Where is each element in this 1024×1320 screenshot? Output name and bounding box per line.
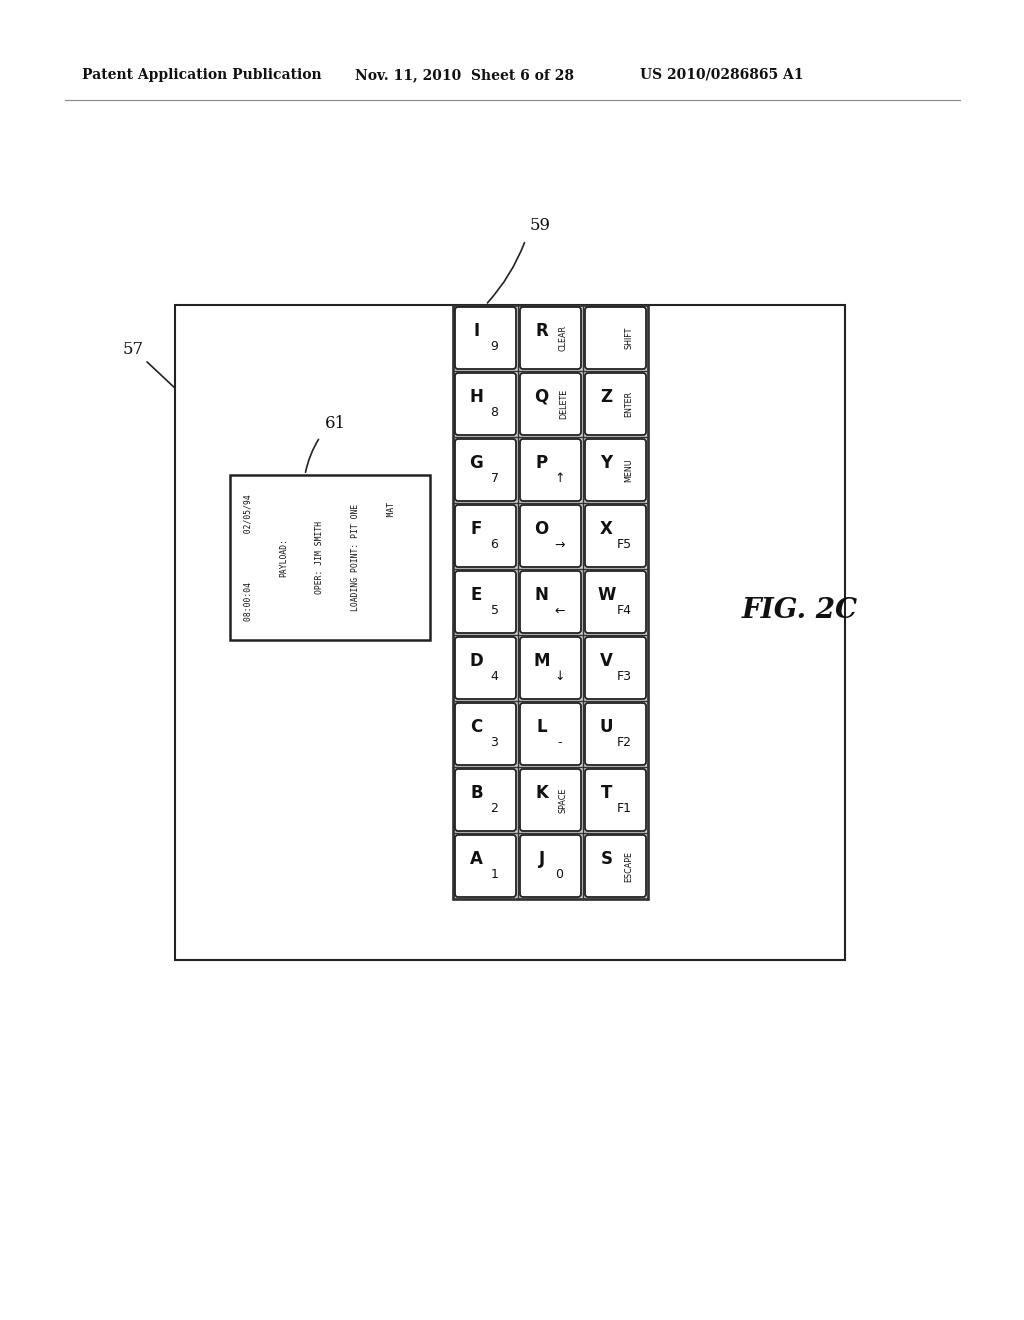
Text: O: O <box>535 520 549 539</box>
FancyBboxPatch shape <box>585 572 646 634</box>
Text: MAT: MAT <box>387 502 396 614</box>
FancyBboxPatch shape <box>520 770 581 832</box>
Text: SHIFT: SHIFT <box>624 327 633 350</box>
Text: 59: 59 <box>530 216 551 234</box>
Text: G: G <box>470 454 483 473</box>
Text: P: P <box>536 454 548 473</box>
FancyBboxPatch shape <box>455 572 516 634</box>
Text: ESCAPE: ESCAPE <box>624 850 633 882</box>
Text: ENTER: ENTER <box>624 391 633 417</box>
FancyBboxPatch shape <box>520 308 581 370</box>
Text: 6: 6 <box>490 539 499 552</box>
Text: -: - <box>557 737 562 750</box>
Text: F3: F3 <box>617 671 632 684</box>
Text: E: E <box>471 586 482 605</box>
Text: I: I <box>473 322 479 341</box>
Text: 1: 1 <box>490 869 499 882</box>
Bar <box>230 475 430 640</box>
Text: SPACE: SPACE <box>559 787 568 813</box>
Text: ←: ← <box>554 605 565 618</box>
Text: LOADING POINT: PIT ONE: LOADING POINT: PIT ONE <box>351 504 360 611</box>
FancyBboxPatch shape <box>455 374 516 436</box>
Text: ↑: ↑ <box>554 473 565 486</box>
Text: F5: F5 <box>616 539 632 552</box>
Text: 5: 5 <box>490 605 499 618</box>
FancyBboxPatch shape <box>520 638 581 700</box>
Text: PAYLOAD:: PAYLOAD: <box>280 539 289 577</box>
Text: 57: 57 <box>123 341 143 358</box>
FancyBboxPatch shape <box>585 308 646 370</box>
FancyBboxPatch shape <box>520 440 581 502</box>
Text: F4: F4 <box>617 605 632 618</box>
Text: D: D <box>470 652 483 671</box>
FancyBboxPatch shape <box>455 836 516 898</box>
FancyBboxPatch shape <box>520 506 581 568</box>
Text: 4: 4 <box>490 671 499 684</box>
Bar <box>175 305 845 960</box>
Text: Q: Q <box>535 388 549 407</box>
Text: 0: 0 <box>555 869 563 882</box>
Text: OPER: JIM SMITH: OPER: JIM SMITH <box>315 521 325 594</box>
FancyBboxPatch shape <box>520 374 581 436</box>
FancyBboxPatch shape <box>585 440 646 502</box>
Text: ↓: ↓ <box>554 671 565 684</box>
Text: H: H <box>470 388 483 407</box>
Text: US 2010/0286865 A1: US 2010/0286865 A1 <box>640 69 804 82</box>
FancyBboxPatch shape <box>455 704 516 766</box>
Text: →: → <box>554 539 565 552</box>
Text: W: W <box>597 586 615 605</box>
Text: 61: 61 <box>325 414 345 432</box>
Text: 9: 9 <box>490 341 499 354</box>
Text: S: S <box>600 850 612 869</box>
Text: 7: 7 <box>490 473 499 486</box>
Text: R: R <box>536 322 548 341</box>
Text: M: M <box>534 652 550 671</box>
Text: B: B <box>470 784 482 803</box>
FancyBboxPatch shape <box>455 440 516 502</box>
Text: CLEAR: CLEAR <box>559 325 568 351</box>
Text: FIG. 2C: FIG. 2C <box>742 597 858 623</box>
Text: V: V <box>600 652 613 671</box>
Text: 08:00:04          02/05/94: 08:00:04 02/05/94 <box>244 494 253 620</box>
Text: 3: 3 <box>490 737 499 750</box>
Text: T: T <box>601 784 612 803</box>
FancyBboxPatch shape <box>455 770 516 832</box>
Text: F: F <box>471 520 482 539</box>
FancyBboxPatch shape <box>585 836 646 898</box>
Text: Z: Z <box>600 388 612 407</box>
FancyBboxPatch shape <box>585 374 646 436</box>
FancyBboxPatch shape <box>585 506 646 568</box>
Text: N: N <box>535 586 549 605</box>
Text: DELETE: DELETE <box>559 389 568 420</box>
Text: Y: Y <box>600 454 612 473</box>
Text: Nov. 11, 2010  Sheet 6 of 28: Nov. 11, 2010 Sheet 6 of 28 <box>355 69 574 82</box>
Text: C: C <box>470 718 482 737</box>
FancyBboxPatch shape <box>520 836 581 898</box>
FancyBboxPatch shape <box>520 704 581 766</box>
Text: J: J <box>539 850 545 869</box>
FancyBboxPatch shape <box>520 572 581 634</box>
FancyBboxPatch shape <box>455 308 516 370</box>
Text: L: L <box>537 718 547 737</box>
Text: F1: F1 <box>617 803 632 816</box>
Text: A: A <box>470 850 483 869</box>
Text: 2: 2 <box>490 803 499 816</box>
Text: U: U <box>600 718 613 737</box>
Text: K: K <box>536 784 548 803</box>
Text: MENU: MENU <box>624 458 633 482</box>
FancyBboxPatch shape <box>585 770 646 832</box>
FancyBboxPatch shape <box>585 704 646 766</box>
Text: X: X <box>600 520 613 539</box>
FancyBboxPatch shape <box>455 506 516 568</box>
Text: 8: 8 <box>490 407 499 420</box>
Bar <box>453 305 648 899</box>
Text: Patent Application Publication: Patent Application Publication <box>82 69 322 82</box>
FancyBboxPatch shape <box>455 638 516 700</box>
Text: F2: F2 <box>617 737 632 750</box>
FancyBboxPatch shape <box>585 638 646 700</box>
